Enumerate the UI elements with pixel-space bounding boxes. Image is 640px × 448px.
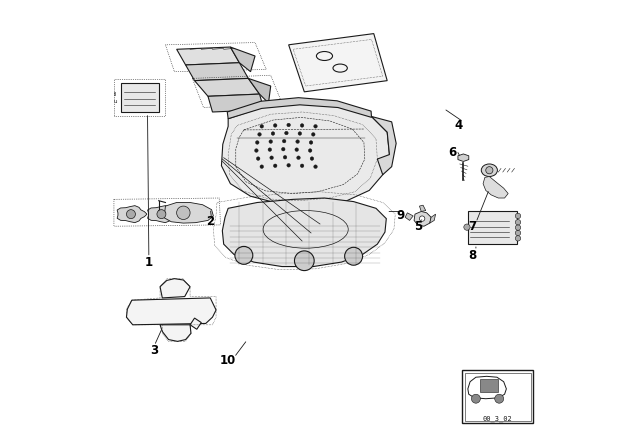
Circle shape (284, 155, 287, 159)
Circle shape (258, 133, 261, 136)
Circle shape (287, 123, 291, 127)
Circle shape (308, 149, 312, 152)
Circle shape (270, 156, 273, 159)
Circle shape (297, 156, 300, 159)
Polygon shape (160, 325, 191, 341)
Polygon shape (221, 104, 389, 205)
Polygon shape (121, 83, 159, 112)
Circle shape (127, 210, 136, 219)
Polygon shape (148, 206, 177, 223)
Circle shape (298, 132, 301, 135)
Polygon shape (458, 154, 468, 161)
Circle shape (344, 247, 362, 265)
Circle shape (255, 149, 258, 152)
Polygon shape (230, 47, 255, 72)
Circle shape (312, 133, 315, 136)
Polygon shape (177, 47, 239, 65)
Circle shape (255, 141, 259, 144)
Circle shape (314, 125, 317, 128)
Polygon shape (405, 213, 413, 220)
Circle shape (295, 148, 298, 151)
Polygon shape (463, 370, 533, 423)
Ellipse shape (481, 164, 497, 177)
Polygon shape (227, 98, 371, 119)
Circle shape (300, 124, 304, 127)
Circle shape (235, 246, 253, 264)
Text: 7: 7 (468, 220, 476, 233)
Polygon shape (430, 214, 436, 223)
Polygon shape (481, 379, 499, 392)
Polygon shape (208, 94, 264, 112)
Polygon shape (371, 116, 396, 175)
Circle shape (515, 213, 521, 219)
Polygon shape (248, 78, 271, 103)
Polygon shape (186, 63, 248, 81)
Text: 9: 9 (397, 208, 404, 222)
Circle shape (294, 251, 314, 271)
Polygon shape (117, 206, 147, 223)
Text: 10: 10 (220, 354, 236, 367)
Polygon shape (468, 211, 517, 244)
Circle shape (273, 164, 277, 168)
Polygon shape (190, 318, 202, 329)
Text: II: II (114, 92, 117, 97)
Circle shape (495, 394, 504, 403)
Circle shape (269, 140, 273, 143)
Text: 1: 1 (145, 255, 153, 269)
Circle shape (287, 164, 291, 167)
Circle shape (515, 230, 521, 236)
Circle shape (515, 236, 521, 241)
Circle shape (515, 220, 521, 225)
Text: 5: 5 (415, 220, 422, 233)
Circle shape (157, 210, 166, 219)
Circle shape (257, 157, 260, 160)
Circle shape (300, 164, 304, 168)
Text: 6: 6 (448, 146, 456, 159)
Text: 4: 4 (455, 119, 463, 132)
Circle shape (260, 125, 264, 128)
Ellipse shape (333, 64, 348, 72)
Text: 3: 3 (150, 344, 158, 357)
Circle shape (472, 394, 481, 403)
Circle shape (282, 139, 286, 143)
Polygon shape (164, 202, 213, 223)
Polygon shape (127, 298, 216, 325)
Polygon shape (419, 205, 426, 211)
Circle shape (309, 141, 313, 144)
Text: 2: 2 (206, 215, 214, 228)
Circle shape (515, 225, 521, 230)
Circle shape (273, 124, 277, 127)
Text: 8: 8 (468, 249, 476, 262)
Ellipse shape (316, 52, 333, 60)
Polygon shape (195, 78, 260, 96)
Text: 00_3_02: 00_3_02 (483, 415, 513, 422)
Circle shape (271, 132, 275, 135)
Polygon shape (483, 177, 508, 198)
Circle shape (310, 157, 314, 160)
Polygon shape (468, 376, 506, 399)
Circle shape (314, 165, 317, 168)
Circle shape (268, 148, 271, 151)
Circle shape (464, 224, 470, 230)
Polygon shape (222, 198, 387, 267)
Polygon shape (289, 34, 387, 92)
Circle shape (177, 206, 190, 220)
Circle shape (285, 131, 288, 135)
Text: u: u (114, 99, 117, 104)
Circle shape (486, 167, 493, 174)
Polygon shape (160, 279, 190, 298)
Circle shape (260, 165, 264, 168)
Circle shape (419, 216, 425, 221)
Polygon shape (414, 211, 431, 226)
Circle shape (282, 147, 285, 151)
Circle shape (296, 140, 300, 143)
